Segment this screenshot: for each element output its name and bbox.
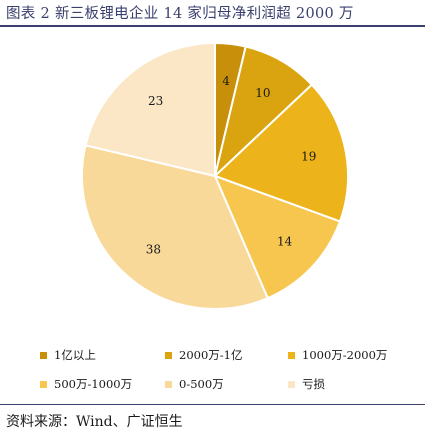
pie-slice-1 — [213, 45, 314, 180]
legend-item-2: 1000万-2000万 — [288, 347, 387, 363]
legend-item-5: 亏损 — [288, 376, 325, 392]
legend-swatch — [165, 351, 172, 359]
data-label-0: 4 — [222, 74, 230, 88]
legend-swatch — [165, 380, 172, 388]
legend-swatch — [40, 380, 47, 388]
legend-swatch — [288, 380, 295, 388]
footer-divider — [0, 404, 425, 405]
data-label-5: 23 — [148, 94, 163, 108]
data-label-4: 38 — [146, 242, 161, 256]
legend-swatch — [288, 351, 295, 359]
legend-item-1: 2000万-1亿 — [165, 347, 242, 363]
data-label-1: 10 — [255, 86, 270, 100]
data-label-2: 19 — [301, 150, 316, 164]
source-note: 资料来源：Wind、广证恒生 — [6, 414, 183, 430]
data-label-3: 14 — [277, 235, 293, 249]
legend-item-3: 500万-1000万 — [40, 376, 132, 392]
pie-slices — [81, 41, 349, 310]
legend-label: 0-500万 — [179, 377, 224, 391]
legend-label: 1亿以上 — [54, 348, 96, 362]
pie-slice-4 — [81, 144, 269, 310]
legend-label: 亏损 — [302, 377, 325, 391]
title-divider — [0, 25, 425, 27]
legend-swatch — [40, 351, 47, 359]
legend-label: 500万-1000万 — [54, 377, 133, 391]
pie-data-labels: 4 10 19 14 38 23 — [146, 74, 317, 256]
legend-item-4: 0-500万 — [165, 376, 224, 392]
chart-title: 图表 2 新三板锂电企业 14 家归母净利润超 2000 万 — [6, 6, 354, 22]
pie-slice-3 — [213, 174, 342, 300]
legend-label: 1000万-2000万 — [302, 348, 388, 362]
pie-chart: 4 10 19 14 38 23 — [81, 41, 349, 310]
legend-label: 2000万-1亿 — [179, 348, 243, 362]
pie-slice-5 — [84, 41, 216, 178]
legend-item-0: 1亿以上 — [40, 347, 96, 363]
